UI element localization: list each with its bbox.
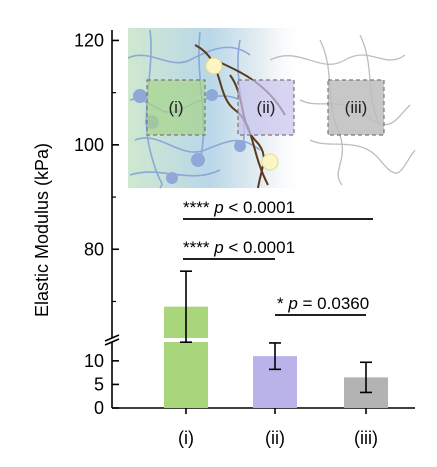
y-ticks: 80 100 120 0 5 10 <box>74 30 119 418</box>
y-tick-label: 80 <box>84 239 104 259</box>
axis-break-mark <box>104 338 120 346</box>
inset-box-i <box>146 79 206 136</box>
x-category-label: (iii) <box>354 428 378 448</box>
y-tick-label: 10 <box>84 351 104 371</box>
y-tick-label: 100 <box>74 135 104 155</box>
x-category-label: (i) <box>178 428 194 448</box>
significance-brackets: **** p < 0.0001 **** p < 0.0001 * p = 0.03… <box>183 198 373 316</box>
inset-label-iii: (iii) <box>345 98 368 117</box>
axis-break-mark <box>104 334 120 342</box>
significance-label: **** p < 0.0001 <box>183 238 295 257</box>
inset-label-i: (i) <box>168 98 183 117</box>
y-tick-label: 0 <box>94 398 104 418</box>
error-bars <box>180 270 372 394</box>
x-categories: (i) (ii) (iii) <box>178 408 378 448</box>
significance-label: **** p < 0.0001 <box>183 198 295 217</box>
x-category-label: (ii) <box>265 428 285 448</box>
yellow-bead <box>205 57 223 75</box>
y-tick-label: 120 <box>74 30 104 50</box>
yellow-bead <box>261 153 279 171</box>
significance-label: * p = 0.0360 <box>277 294 369 313</box>
inset-box-ii <box>237 79 295 136</box>
inset-boxes <box>146 79 385 136</box>
inset-label-ii: (ii) <box>257 98 276 117</box>
hydrogel-network-inset: (i) (ii) (iii) <box>127 28 416 189</box>
y-axis-label: Elastic Modulus (kPa) <box>32 143 52 317</box>
y-tick-label: 5 <box>94 374 104 394</box>
inset-box-iii <box>327 79 385 136</box>
